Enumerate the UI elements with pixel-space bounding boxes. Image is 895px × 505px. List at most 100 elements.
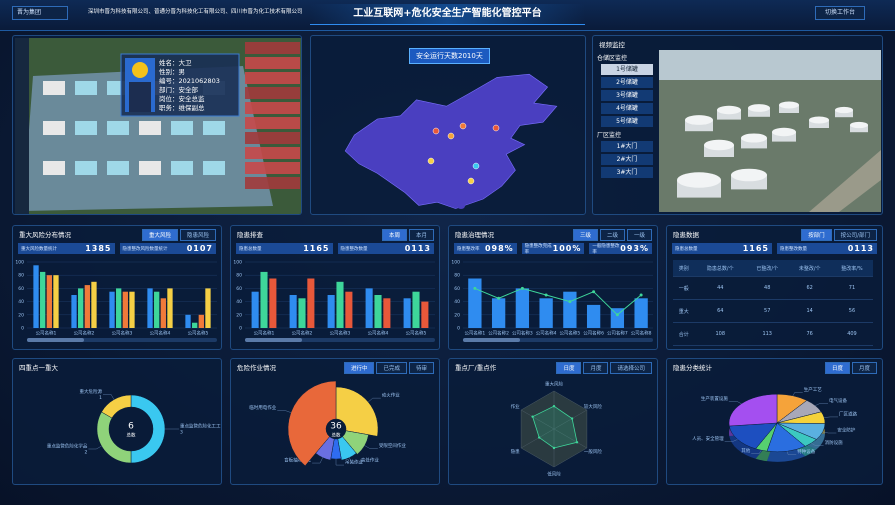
leader-line xyxy=(786,451,797,455)
tab[interactable]: 本周 xyxy=(381,229,407,241)
stat-label: 隐患整改率 xyxy=(457,246,480,252)
stat-label: 隐患整改完成率 xyxy=(524,243,552,255)
table-row: 一般 44 48 62 71 xyxy=(673,276,873,300)
camera-item[interactable]: 1#大门 xyxy=(601,141,653,152)
map-marker xyxy=(447,132,455,140)
helmet xyxy=(132,62,148,78)
center-label: 总数 xyxy=(127,432,136,439)
building xyxy=(203,161,225,175)
x-tick-label: 公司名称5 xyxy=(406,330,427,337)
camera-item[interactable]: 2号储罐 xyxy=(601,77,653,88)
stat: 隐患总数量 1165 xyxy=(672,243,772,254)
camera-item[interactable]: 2#大门 xyxy=(601,154,653,165)
company-select[interactable]: 请选择公司 xyxy=(610,362,652,374)
tab[interactable]: 重大风险 xyxy=(141,229,178,241)
stat: 隐患整改数量 0113 xyxy=(337,243,434,254)
panel-title: 四重点一重大 xyxy=(19,364,58,372)
tab[interactable]: 日度 xyxy=(824,362,850,374)
building xyxy=(107,161,129,175)
center-value: 6 xyxy=(128,422,134,432)
bar xyxy=(336,281,344,328)
group-select[interactable]: 晋为集团 xyxy=(12,6,68,20)
scene-panel: 姓名：大卫 性别：男 编号：2021062803 部门：安全部 岗位：安全总监 职务：维保… xyxy=(12,35,302,215)
slice-label: 生产工艺 xyxy=(804,386,822,393)
tab[interactable]: 待审 xyxy=(408,362,434,374)
tab[interactable]: 日度 xyxy=(556,362,582,374)
tab[interactable]: 隐患风险 xyxy=(179,229,216,241)
slice-label: 吊装作业 xyxy=(345,459,363,466)
y-tick-label: 60 xyxy=(236,286,242,292)
y-tick-label: 40 xyxy=(18,299,24,305)
tab[interactable]: 按公司/部门 xyxy=(833,229,877,241)
chart-area xyxy=(659,50,881,212)
leader-line xyxy=(815,403,829,406)
person-field: 编号：2021062803 xyxy=(159,76,220,85)
table-cell: 56 xyxy=(830,299,873,323)
tank-body xyxy=(717,110,741,120)
building xyxy=(203,121,225,135)
slice-label: 高处作业 xyxy=(361,457,379,464)
leader-line xyxy=(312,457,323,464)
camera-item[interactable]: 1号储罐 xyxy=(601,64,653,75)
y-tick-label: 100 xyxy=(15,260,24,266)
camera-list: 仓储区监控 1号储罐 2号储罐 3号储罐 4号储罐 5号储罐 厂区监控 1#大门 2#大门 3#大… xyxy=(597,50,657,180)
table-cell: 113 xyxy=(745,322,789,346)
table-cell: 重大 xyxy=(673,299,695,323)
header-cell: 隐患总数/个 xyxy=(694,260,746,277)
map-panel: 安全运行天数2010天 xyxy=(310,35,586,215)
switch-button[interactable]: 切换工作台 xyxy=(815,6,865,20)
map-marker xyxy=(432,127,440,135)
x-tick-label: 公司名称4 xyxy=(150,330,171,337)
y-tick-label: 80 xyxy=(236,273,242,279)
tab[interactable]: 本月 xyxy=(408,229,434,241)
tank-top xyxy=(850,121,868,129)
stats-row: 隐患总数量 1165 隐患整改数量 0113 xyxy=(672,243,877,254)
camera-item[interactable]: 3#大门 xyxy=(601,167,653,178)
slice-label: 重点监管危险化学品 xyxy=(47,443,88,450)
table-cell: 14 xyxy=(788,299,831,323)
x-tick-label: 公司名称1 xyxy=(36,330,57,337)
table-cell: 一般 xyxy=(673,276,695,300)
govern-panel: 隐患治理情况 三级 二级 一级 隐患整改率 098% 隐患整改完成率 100% 一般隐患整改率 0… xyxy=(448,225,658,350)
tab[interactable]: 已完成 xyxy=(376,362,407,374)
slice xyxy=(101,394,132,419)
data-table: 类别 隐患总数/个 已整改/个 未整改/个 整改率/% 一般 44 48 62 71 重大 64 57 1… xyxy=(673,260,873,346)
alert-item xyxy=(245,132,300,144)
tab[interactable]: 按部门 xyxy=(801,229,832,241)
tab[interactable]: 进行中 xyxy=(343,362,375,374)
camera-item[interactable]: 4号储罐 xyxy=(601,103,653,114)
stat: 隐患整改数量 0113 xyxy=(777,243,877,254)
tab[interactable]: 一级 xyxy=(626,229,652,241)
stat-label: 隐患总数量 xyxy=(239,246,262,252)
person-field: 姓名：大卫 xyxy=(159,58,192,67)
radar-point xyxy=(552,446,556,450)
stat: 隐患整改风险数量统计 0107 xyxy=(119,243,216,254)
map-marker xyxy=(459,122,467,130)
risk-panel: 重大风险分布情况 重大风险 隐患风险 重大风险数量统计 1385 隐患整改风险数量统计 01… xyxy=(12,225,222,350)
leader-line xyxy=(792,392,803,396)
bar xyxy=(298,298,306,328)
bar xyxy=(33,265,39,328)
video-sky xyxy=(659,50,881,80)
chart-area: 0 20 40 60 80 100 公司名称1 公司名称2 公司名称3 公司名称4 公司名称5 xyxy=(15,260,217,342)
panel-title: 隐患治理情况 xyxy=(455,231,494,239)
tabs: 三级 二级 一级 xyxy=(572,229,652,241)
tab[interactable]: 二级 xyxy=(599,229,625,241)
tab[interactable]: 三级 xyxy=(572,229,598,241)
table-cell: 76 xyxy=(788,322,831,346)
stat: 一般隐患整改率 093% xyxy=(589,243,653,255)
bar xyxy=(84,285,90,328)
tab[interactable]: 月度 xyxy=(583,362,609,374)
tank-top xyxy=(809,116,829,124)
alert-item xyxy=(245,72,300,84)
bar xyxy=(53,275,59,328)
camera-item[interactable]: 3号储罐 xyxy=(601,90,653,101)
x-tick-label: 公司名称5 xyxy=(188,330,209,337)
camera-item[interactable]: 5号储罐 xyxy=(601,116,653,127)
person-field: 岗位：安全总监 xyxy=(159,94,205,103)
stat-value: 098% xyxy=(484,244,514,253)
tab[interactable]: 月度 xyxy=(851,362,877,374)
radar-axis xyxy=(520,409,555,430)
